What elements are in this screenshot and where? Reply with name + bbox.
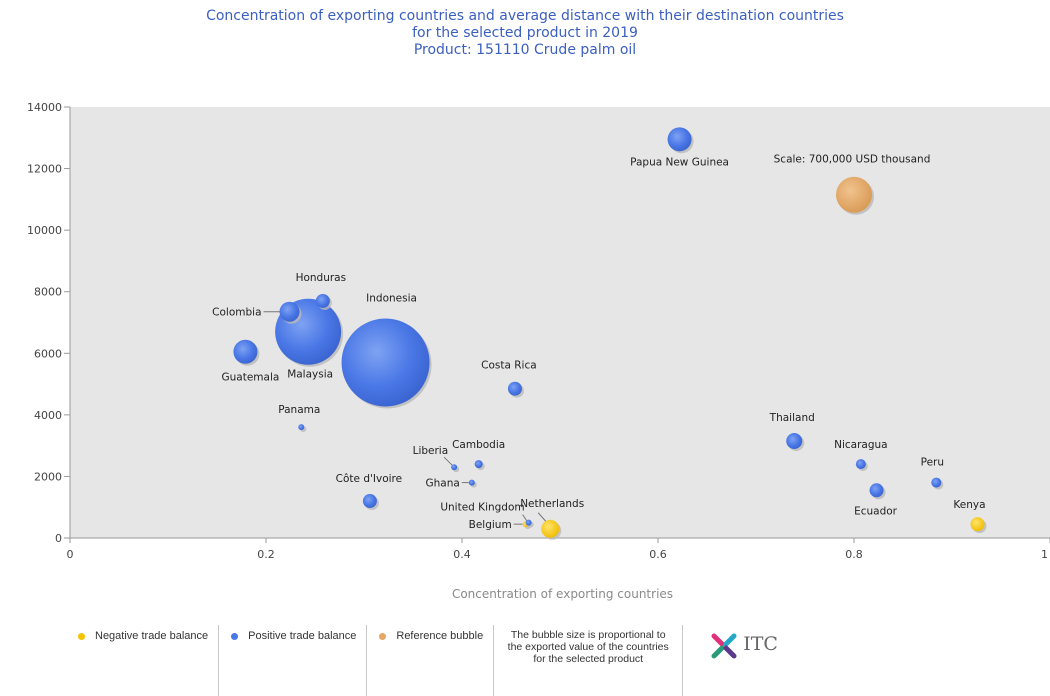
legend-label-positive: Positive trade balance [248, 630, 357, 642]
label-panama: Panama [278, 404, 320, 416]
legend-item-reference: Reference bubble [367, 625, 495, 696]
label-nicaragua: Nicaragua [834, 439, 887, 451]
bubble-thailand [786, 433, 803, 450]
label-honduras: Honduras [296, 272, 347, 284]
label-guatemala: Guatemala [222, 372, 280, 384]
label-costa-rica: Costa Rica [481, 360, 537, 372]
label-thailand: Thailand [769, 412, 815, 424]
label-indonesia: Indonesia [366, 293, 417, 305]
bubble-kenya [970, 517, 985, 532]
x-tick-label: 0.8 [845, 548, 863, 561]
reference-dot-icon [379, 633, 387, 640]
negative-dot-icon [78, 633, 85, 640]
title-line-3: Product: 151110 Crude palm oil [413, 42, 637, 58]
bubble-indonesia [341, 318, 430, 407]
y-tick-label: 4000 [34, 409, 62, 422]
leader-lines [263, 311, 547, 525]
bubble-chart: 0 2000 4000 6000 8000 10000 12000 14000 0 0.2 0.4 0… [27, 101, 1050, 561]
label-malaysia: Malaysia [287, 369, 333, 381]
itc-logo: ITC [683, 625, 778, 696]
bubble-panama [298, 424, 305, 431]
title-line-1: Concentration of exporting countries and… [206, 8, 844, 24]
x-tick-label: 0 [67, 548, 74, 561]
y-tick-label: 12000 [27, 163, 62, 176]
y-tick-label: 2000 [34, 470, 62, 483]
label-belgium: Belgium [469, 519, 512, 531]
plot-area [70, 107, 1050, 538]
label-united-kingdom: United Kingdom [440, 502, 524, 514]
bubble-united-kingdom [525, 519, 532, 526]
label-cambodia: Cambodia [452, 439, 505, 451]
bubble-nicaragua [855, 459, 866, 470]
label-ecuador: Ecuador [854, 505, 898, 517]
bubble-peru [931, 477, 942, 488]
bubble-papua-new-guinea [667, 127, 692, 152]
bubble-netherlands [541, 519, 560, 538]
legend-item-negative: Negative trade balance [66, 625, 220, 696]
label-ghana: Ghana [425, 478, 459, 490]
chart-title: Concentration of exporting countries and… [0, 8, 1050, 59]
bubble-cambodia [474, 460, 483, 469]
legend-label-negative: Negative trade balance [95, 630, 209, 642]
bubble-scale-700-000-usd-thousand [836, 176, 872, 213]
x-tick-label: 0.6 [649, 548, 667, 561]
x-tick-label: 0.4 [453, 548, 471, 561]
legend-size-note: The bubble size is proportional to the e… [494, 625, 684, 696]
title-line-2: for the selected product in 2019 [412, 25, 638, 41]
bubble-c-te-d-ivoire [362, 494, 377, 509]
bubble-liberia [451, 464, 458, 471]
bubble-ghana [468, 479, 475, 486]
axes: 0 2000 4000 6000 8000 10000 12000 14000 0 0.2 0.4 0… [27, 101, 1050, 561]
label-papua-new-guinea: Papua New Guinea [630, 156, 729, 168]
x-tick-label: 1 [1041, 548, 1048, 561]
y-tick-label: 0 [55, 532, 62, 545]
bubble-guatemala [233, 339, 258, 364]
y-tick-label: 6000 [34, 347, 62, 360]
x-axis-title: Concentration of exporting countries [451, 587, 674, 601]
leader-netherlands [537, 512, 547, 523]
bubble-labels: Indonesia Malaysia Scale: 700,000 USD thou… [212, 154, 985, 531]
bubble-ecuador [869, 483, 884, 498]
label-colombia: Colombia [212, 307, 261, 319]
y-tick-label: 14000 [27, 101, 62, 114]
y-tick-label: 10000 [27, 224, 62, 237]
legend: Negative trade balance Positive trade ba… [66, 625, 778, 696]
legend-item-positive: Positive trade balance [219, 625, 368, 696]
label-scale-700-000-usd-thousand: Scale: 700,000 USD thousand [774, 154, 931, 166]
bubbles [233, 127, 987, 540]
label-c-te-d-ivoire: Côte d'Ivoire [336, 473, 402, 485]
leader-liberia [443, 456, 453, 466]
bubble-honduras [315, 293, 330, 308]
bubble-colombia [279, 301, 300, 322]
legend-label-reference: Reference bubble [396, 630, 484, 642]
y-tick-label: 8000 [34, 286, 62, 299]
label-netherlands: Netherlands [520, 498, 584, 510]
bubble-costa-rica [507, 381, 522, 396]
label-liberia: Liberia [413, 445, 449, 457]
itc-logo-text: ITC [743, 633, 778, 655]
label-kenya: Kenya [953, 499, 985, 511]
x-tick-label: 0.2 [257, 548, 275, 561]
leader-united-kingdom [522, 514, 528, 521]
label-peru: Peru [921, 457, 944, 469]
itc-logo-icon [711, 633, 737, 659]
positive-dot-icon [231, 633, 239, 640]
